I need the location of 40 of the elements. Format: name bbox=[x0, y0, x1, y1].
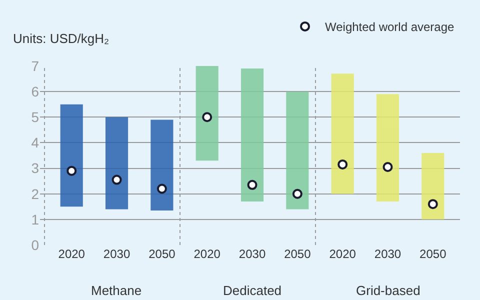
point bbox=[292, 188, 302, 199]
y-axis-title: Units: USD/kgH₂ bbox=[13, 31, 110, 46]
x-tick-label: 2050 bbox=[284, 247, 312, 261]
bar bbox=[60, 104, 83, 207]
point bbox=[247, 180, 258, 190]
point bbox=[338, 159, 348, 170]
x-tick-label: 2050 bbox=[420, 247, 447, 261]
y-tick-label: 0 bbox=[31, 236, 40, 253]
bar bbox=[105, 117, 128, 210]
y-tick-label: 5 bbox=[31, 109, 40, 126]
bar bbox=[196, 66, 218, 161]
bar bbox=[286, 92, 309, 210]
point bbox=[382, 162, 393, 172]
y-tick-label: 4 bbox=[31, 134, 40, 151]
y-tick-label: 2 bbox=[31, 186, 40, 202]
bar bbox=[240, 68, 264, 202]
bar bbox=[331, 74, 354, 194]
point bbox=[66, 166, 77, 176]
x-tick-label: 2020 bbox=[58, 247, 86, 261]
y-tick-label: 3 bbox=[31, 160, 40, 176]
bar bbox=[376, 94, 400, 202]
x-tick-label: 2030 bbox=[238, 247, 266, 261]
point bbox=[112, 174, 122, 185]
point bbox=[202, 112, 212, 122]
y-tick-label: 1 bbox=[31, 211, 40, 228]
x-tick-label: 2030 bbox=[374, 247, 402, 261]
text: Grid-based bbox=[356, 283, 420, 298]
x-tick-label: 2020 bbox=[194, 247, 221, 261]
y-tick-label: 6 bbox=[31, 83, 40, 100]
y-tick-label: 7 bbox=[31, 58, 40, 74]
point bbox=[428, 199, 438, 210]
x-tick-label: 2030 bbox=[103, 247, 130, 261]
text: Methane bbox=[91, 283, 142, 298]
legend-label: Weighted world average bbox=[325, 20, 455, 34]
text: Dedicated bbox=[223, 283, 282, 298]
x-tick-label: 2020 bbox=[329, 247, 356, 261]
bar bbox=[422, 152, 444, 220]
x-tick-label: 2050 bbox=[148, 247, 176, 261]
bar bbox=[150, 120, 174, 210]
point bbox=[156, 184, 167, 194]
